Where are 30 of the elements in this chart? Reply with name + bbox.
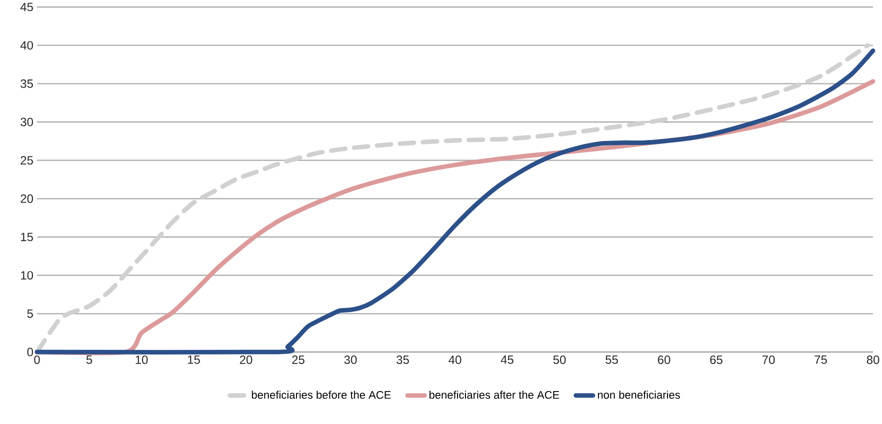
legend-label: non beneficiaries [598, 390, 680, 399]
legend-label: beneficiaries before the ACE [252, 390, 391, 399]
y-tick-label: 45 [20, 2, 33, 12]
x-tick-label: 0 [34, 356, 40, 364]
y-tick-label: 10 [21, 271, 34, 280]
y-tick-label: 30 [20, 118, 34, 126]
y-tick-label: 5 [27, 309, 33, 318]
x-tick-label: 10 [136, 356, 148, 364]
y-tick-label: 20 [20, 194, 34, 203]
x-tick-label: 70 [762, 356, 775, 364]
y-tick-label: 40 [20, 41, 34, 50]
x-tick-label: 40 [448, 356, 462, 364]
x-tick-label: 55 [606, 356, 618, 364]
x-tick-label: 30 [344, 356, 357, 364]
y-tick-label: 25 [20, 156, 33, 165]
x-tick-label: 80 [866, 356, 880, 364]
x-tick-label: 35 [396, 356, 409, 364]
x-tick-label: 50 [553, 356, 566, 364]
x-tick-label: 5 [86, 356, 92, 364]
y-tick-label: 0 [27, 348, 34, 356]
x-tick-label: 60 [658, 356, 670, 364]
legend-label: beneficiaries after the ACE [430, 390, 560, 399]
x-tick-label: 20 [240, 356, 252, 364]
y-tick-label: 15 [21, 232, 33, 242]
x-tick-label: 15 [188, 356, 200, 364]
x-tick-label: 45 [500, 356, 514, 364]
y-tick-label: 35 [20, 79, 33, 88]
x-tick-label: 25 [292, 356, 304, 364]
x-tick-label: 75 [814, 356, 827, 364]
x-tick-label: 65 [710, 356, 722, 364]
